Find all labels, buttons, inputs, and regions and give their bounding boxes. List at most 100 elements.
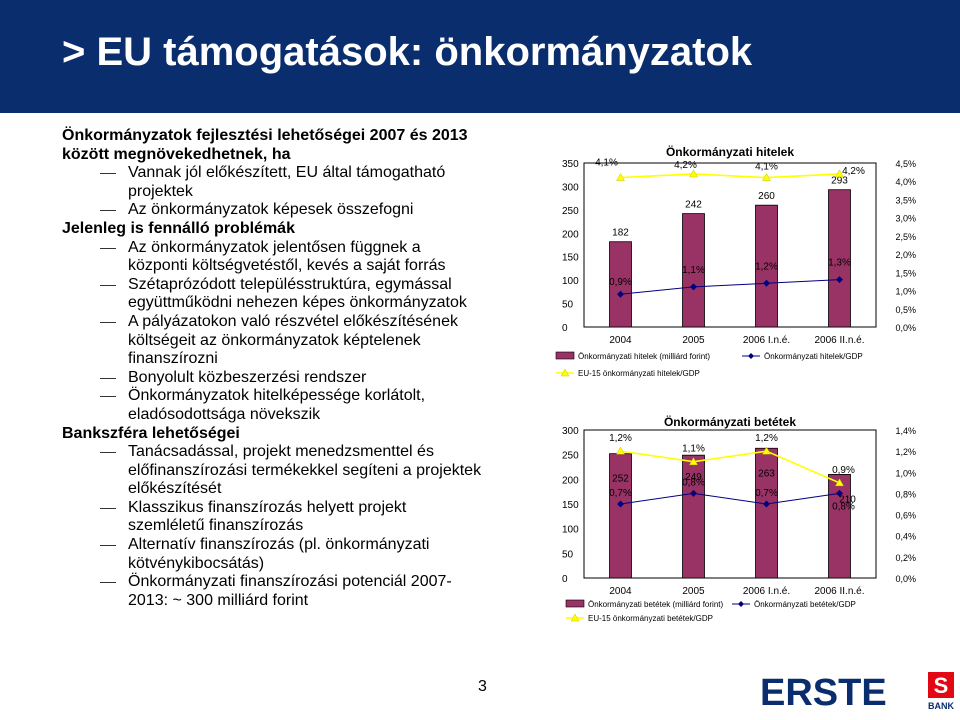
logo-wordmark: ERSTE <box>760 672 887 710</box>
line-value-label: 0,9% <box>832 465 855 476</box>
bar <box>828 189 851 328</box>
bullet-item: Az önkormányzatok képesek összefogni <box>62 201 482 220</box>
line-value-label: 0,8% <box>832 501 855 512</box>
eu-marker <box>616 446 625 455</box>
y-tick-label: 150 <box>562 500 579 511</box>
legend-marker-eu <box>560 368 570 377</box>
bullet-item: Önkormányzatok hitelképessége korlátolt,… <box>62 387 482 424</box>
y2-tick-label: 0,5% <box>895 305 916 315</box>
y2-tick-label: 0,6% <box>895 511 916 521</box>
header-bar: > EU támogatások: önkormányzatok <box>0 0 960 113</box>
legend-swatch-bars <box>555 351 575 360</box>
main-text: Önkormányzatok fejlesztési lehetőségei 2… <box>62 127 482 610</box>
series-line <box>620 492 840 505</box>
line-value-label: 0,7% <box>755 488 778 499</box>
y2-tick-label: 0,0% <box>895 574 916 584</box>
loans-chart-svg: Önkormányzati hitelek 0 50 100 150 200 250 300 3… <box>555 144 916 378</box>
gdp-marker <box>617 290 624 298</box>
y-tick-label: 350 <box>562 159 579 170</box>
line-value-label: 1,2% <box>609 433 632 444</box>
y-tick-label: 100 <box>562 276 579 287</box>
heading-opportunities: Önkormányzatok fejlesztési lehetőségei 2… <box>62 127 468 163</box>
bullet-item: Bonyolult közbeszerzési rendszer <box>62 369 482 388</box>
y-tick-label: 250 <box>562 451 579 462</box>
gdp-marker <box>836 489 843 497</box>
eu-marker <box>616 173 625 181</box>
dash-icon <box>100 396 116 398</box>
y2-tick-label: 1,5% <box>895 268 916 278</box>
bar <box>682 454 705 579</box>
y-tick-label: 0 <box>562 574 568 585</box>
line-value-label: 1,1% <box>682 444 705 455</box>
series-line <box>620 279 840 295</box>
y2-tick-label: 4,0% <box>895 177 916 187</box>
chart-title: Önkormányzati betétek <box>664 414 796 429</box>
x-tick-label: 2006 I.n.é. <box>743 586 790 597</box>
bar-value-label: 210 <box>839 494 856 505</box>
line-value-label: 0,9% <box>609 277 632 288</box>
dash-icon <box>100 284 116 286</box>
eu-marker <box>762 446 771 455</box>
gdp-marker <box>836 276 843 284</box>
bar-value-label: 293 <box>831 176 848 187</box>
line-value-label: 4,2% <box>674 160 697 171</box>
logo-sub: BANK <box>928 701 954 710</box>
bullet-item: Tanácsadással, projekt menedzsmenttel és… <box>62 443 482 499</box>
legend-label: Önkormányzati betétek (milliárd forint) <box>588 600 723 609</box>
legend-label: EU-15 önkormányzati betétek/GDP <box>588 614 713 623</box>
gdp-marker <box>763 500 770 508</box>
eu-marker <box>689 457 698 465</box>
y2-tick-label: 1,4% <box>895 426 916 436</box>
gdp-marker <box>690 283 697 291</box>
bullet-item: Vannak jól előkészített, EU által támoga… <box>62 164 482 201</box>
bullet-item: Klasszikus finanszírozás helyett projekt… <box>62 499 482 536</box>
legend-label: Önkormányzati betétek/GDP <box>754 600 856 609</box>
bar <box>609 453 632 579</box>
gdp-marker <box>617 500 624 508</box>
bullet-item: Az önkormányzatok jelentősen függnek a k… <box>62 239 482 276</box>
line-value-label: 4,1% <box>595 158 618 169</box>
bar <box>828 474 851 579</box>
line-value-label: 1,3% <box>828 258 851 269</box>
bar-value-label: 249 <box>685 472 702 483</box>
eu-marker <box>835 478 844 487</box>
x-tick-label: 2004 <box>609 335 632 346</box>
y-tick-label: 100 <box>562 525 579 536</box>
y2-tick-label: 0,8% <box>895 489 916 499</box>
heading-problems: Jelenleg is fennálló problémák <box>62 219 295 237</box>
bar-value-label: 182 <box>612 228 629 239</box>
line-value-label: 1,2% <box>755 433 778 444</box>
y2-tick-label: 3,5% <box>895 195 916 205</box>
dash-icon <box>100 321 116 323</box>
y2-tick-label: 1,0% <box>895 468 916 478</box>
y-tick-label: 50 <box>562 300 574 311</box>
bar <box>682 213 705 328</box>
y2-tick-label: 1,0% <box>895 287 916 297</box>
bar-value-label: 252 <box>612 474 629 485</box>
y-tick-label: 150 <box>562 253 579 264</box>
y-tick-label: 0 <box>562 323 568 334</box>
line-value-label: 0,8% <box>682 477 705 488</box>
y2-tick-label: 1,2% <box>895 447 916 457</box>
dash-icon <box>100 582 116 584</box>
dash-icon <box>100 452 116 454</box>
line-value-label: 4,2% <box>842 166 865 177</box>
y-tick-label: 200 <box>562 475 579 486</box>
plot-frame <box>583 162 877 328</box>
bullet-item: Önkormányzati finanszírozási potenciál 2… <box>62 573 482 610</box>
bar <box>755 204 778 328</box>
bar-value-label: 242 <box>685 200 702 211</box>
x-tick-label: 2005 <box>682 335 705 346</box>
dash-icon <box>100 507 116 509</box>
y-tick-label: 250 <box>562 206 579 217</box>
page-number: 3 <box>478 678 487 695</box>
legend-label: EU-15 önkormányzati hitelek/GDP <box>578 369 700 378</box>
legend-marker-eu <box>570 613 580 622</box>
y-tick-label: 50 <box>562 549 574 560</box>
x-tick-label: 2006 I.n.é. <box>743 335 790 346</box>
bar <box>609 241 632 328</box>
legend-label: Önkormányzati hitelek/GDP <box>764 352 863 361</box>
gdp-marker <box>690 489 697 497</box>
plot-frame <box>583 429 877 579</box>
y-tick-label: 300 <box>562 426 579 437</box>
